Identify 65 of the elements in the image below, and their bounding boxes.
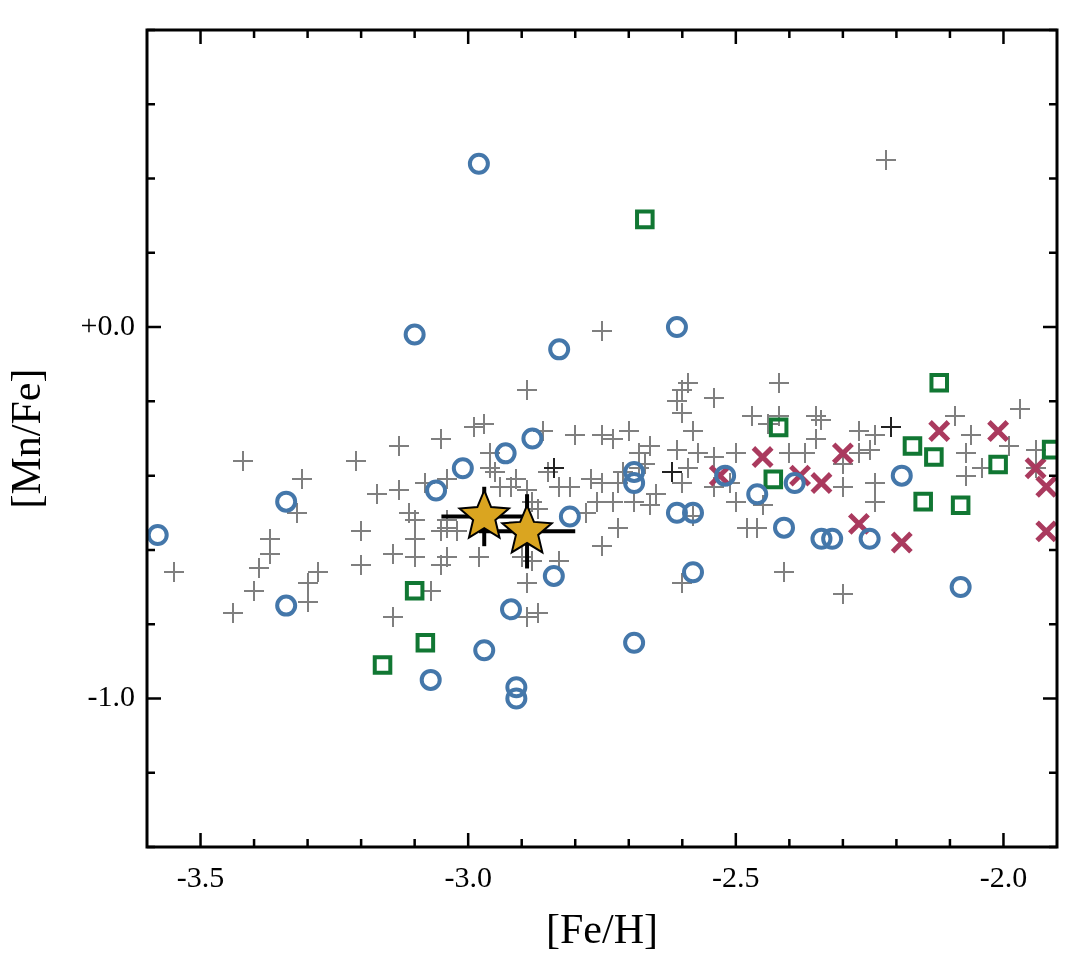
point [988,454,1008,475]
point [913,491,933,512]
point [665,501,688,524]
point [682,501,704,524]
point [890,530,914,555]
point [275,594,298,617]
point [665,316,688,339]
point [986,419,1010,443]
point [425,479,448,502]
y-tick-label: -1.0 [87,679,135,713]
point [750,445,775,469]
point [768,417,789,438]
point [929,373,950,393]
point [521,427,544,450]
point [543,457,565,479]
point [682,561,704,584]
point [763,469,784,490]
point [809,471,834,495]
x-tick-label: -2.0 [979,859,1028,893]
point [147,524,169,547]
x-tick-label: -3.0 [444,859,492,893]
point [558,505,581,528]
point [950,495,971,516]
x-tick-label: -2.5 [712,859,760,893]
point [623,460,646,483]
y-axis-title: [Mn/Fe] [3,368,50,509]
point [415,632,436,653]
point [623,631,646,654]
point [783,472,806,495]
point [419,668,442,691]
point [473,639,496,662]
x-axis-title: [Fe/H] [546,905,658,952]
point [548,338,571,361]
point [773,516,795,539]
x-tick-label: -3.5 [176,859,225,893]
point [1034,475,1057,499]
point [542,564,565,587]
point [714,464,737,487]
point [847,512,871,536]
point [902,436,923,456]
point [890,464,913,487]
point [635,209,655,230]
point [1034,519,1057,544]
point [821,527,844,550]
point [623,472,646,495]
point [924,447,944,467]
point [880,416,902,438]
point [372,655,393,675]
point [404,580,425,601]
point [858,527,881,550]
point [661,461,683,483]
point [467,152,490,175]
point [746,483,769,506]
point [927,419,951,443]
point [810,527,833,550]
point [505,676,528,699]
point [451,457,474,480]
point [403,323,426,346]
point [500,598,522,621]
point [831,441,855,466]
point [505,687,528,710]
point [494,442,517,465]
point [275,490,298,513]
y-tick-label: +0.0 [80,307,135,341]
point [949,576,972,599]
